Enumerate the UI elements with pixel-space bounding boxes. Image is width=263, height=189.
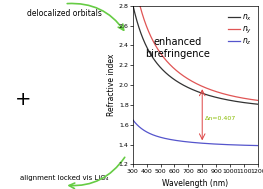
Line: $n_y$: $n_y$	[133, 0, 258, 100]
$n_x$	[131, 4, 134, 6]
$n_z$	[206, 143, 209, 145]
$n_y$	[253, 99, 256, 101]
$n_z$	[253, 144, 256, 147]
$n_z$	[131, 119, 134, 121]
Text: Δn=0.407: Δn=0.407	[205, 116, 236, 121]
Text: +: +	[15, 90, 32, 109]
Y-axis label: Refractive index: Refractive index	[107, 54, 116, 116]
$n_x$	[199, 91, 202, 94]
$n_z$	[191, 141, 194, 143]
$n_y$	[234, 95, 237, 98]
$n_y$	[191, 80, 194, 82]
$n_y$	[191, 81, 194, 83]
X-axis label: Wavelength (nm): Wavelength (nm)	[162, 179, 228, 188]
Legend: $n_x$, $n_y$, $n_z$: $n_x$, $n_y$, $n_z$	[225, 9, 255, 50]
Text: delocalized orbitals: delocalized orbitals	[27, 9, 102, 19]
$n_x$	[206, 94, 209, 96]
$n_z$	[191, 141, 194, 144]
Line: $n_z$: $n_z$	[133, 120, 258, 146]
Line: $n_x$: $n_x$	[133, 5, 258, 104]
$n_y$	[206, 87, 209, 90]
$n_x$	[191, 88, 194, 91]
$n_x$	[234, 100, 237, 102]
$n_z$	[256, 144, 259, 147]
$n_x$	[191, 89, 194, 91]
$n_y$	[256, 99, 259, 101]
$n_x$	[253, 103, 256, 105]
$n_y$	[199, 84, 202, 87]
$n_x$	[256, 103, 259, 105]
Text: enhanced
birefringence: enhanced birefringence	[145, 37, 210, 59]
$n_z$	[199, 142, 202, 144]
$n_z$	[234, 144, 237, 146]
Text: alignment locked vis LiO₄: alignment locked vis LiO₄	[20, 175, 109, 181]
